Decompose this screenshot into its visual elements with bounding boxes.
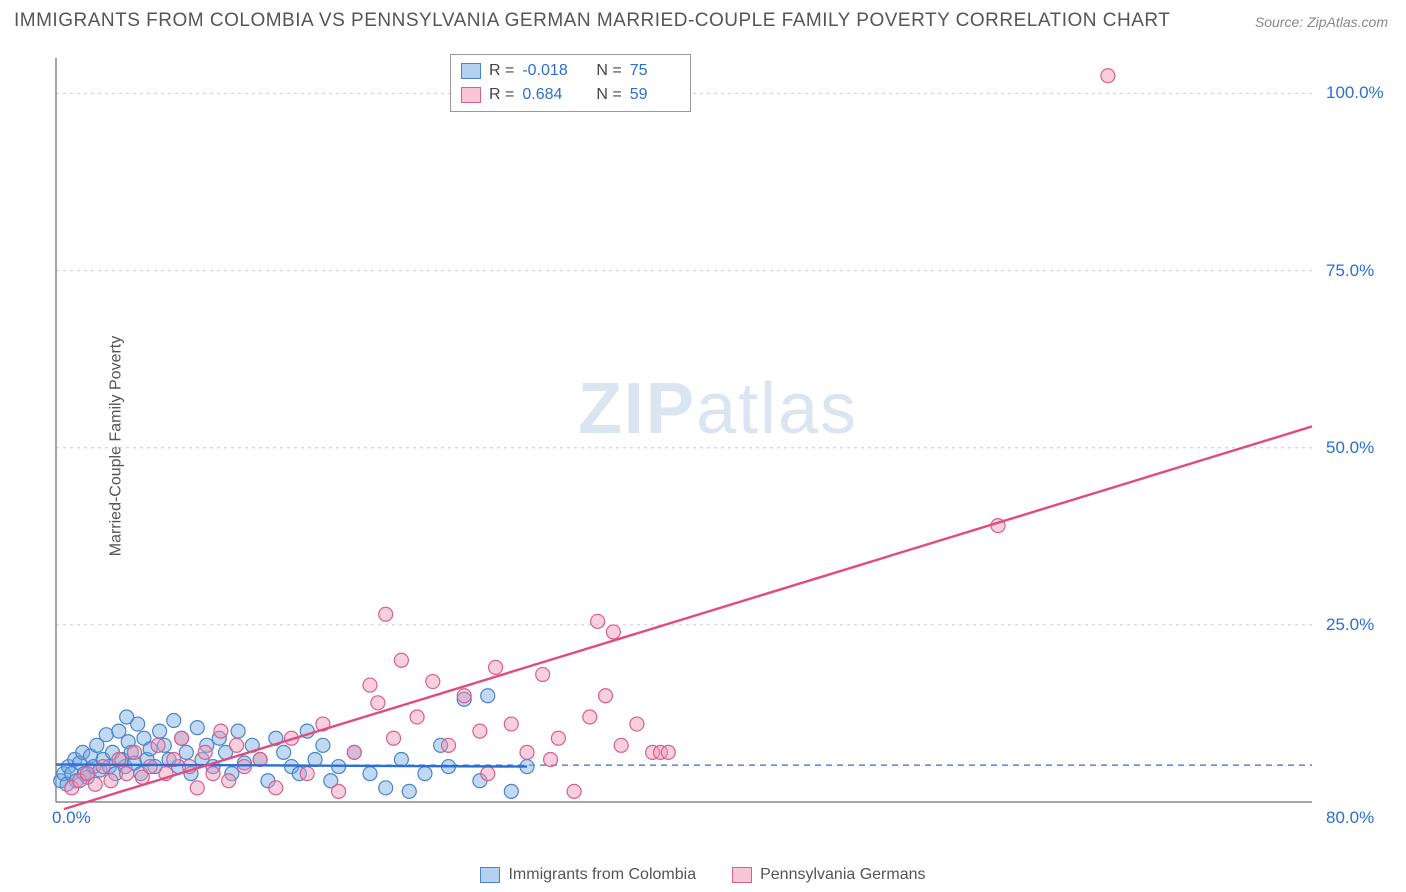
chart-title: IMMIGRANTS FROM COLOMBIA VS PENNSYLVANIA… [14, 10, 1170, 32]
legend: Immigrants from Colombia Pennsylvania Ge… [0, 866, 1406, 884]
n-label: N = [596, 83, 621, 107]
legend-swatch [480, 867, 500, 883]
stats-row: R = 0.684 N = 59 [461, 83, 680, 107]
r-value: -0.018 [522, 59, 572, 83]
r-label: R = [489, 59, 514, 83]
legend-swatch [461, 87, 481, 103]
y-tick-label: 25.0% [1326, 615, 1374, 635]
stats-box: R = -0.018 N = 75 R = 0.684 N = 59 [450, 54, 691, 112]
x-tick-label: 80.0% [1326, 808, 1374, 828]
n-value: 59 [630, 83, 680, 107]
y-tick-label: 100.0% [1326, 83, 1384, 103]
legend-label: Pennsylvania Germans [760, 866, 925, 884]
scatter-plot [48, 50, 1388, 830]
r-value: 0.684 [522, 83, 572, 107]
plot-area: ZIPatlas [48, 50, 1388, 830]
legend-label: Immigrants from Colombia [508, 866, 696, 884]
r-label: R = [489, 83, 514, 107]
source-label: Source: ZipAtlas.com [1255, 14, 1388, 30]
legend-item: Pennsylvania Germans [732, 866, 925, 884]
legend-swatch [461, 63, 481, 79]
n-label: N = [596, 59, 621, 83]
legend-swatch [732, 867, 752, 883]
y-tick-label: 75.0% [1326, 261, 1374, 281]
n-value: 75 [630, 59, 680, 83]
x-tick-label: 0.0% [52, 808, 91, 828]
legend-item: Immigrants from Colombia [480, 866, 696, 884]
stats-row: R = -0.018 N = 75 [461, 59, 680, 83]
y-tick-label: 50.0% [1326, 438, 1374, 458]
